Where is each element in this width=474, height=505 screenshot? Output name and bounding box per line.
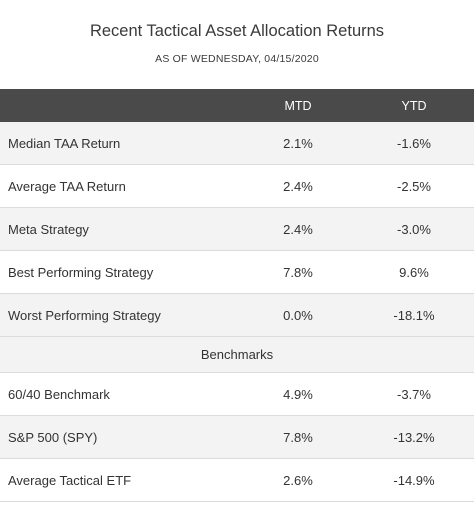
row-mtd-value: 2.4% <box>283 221 313 237</box>
table-title: Recent Tactical Asset Allocation Returns <box>89 22 385 40</box>
table-row: Meta Strategy 2.4% -3.0% <box>0 208 474 251</box>
row-label: Worst Performing Strategy <box>8 307 161 323</box>
table-row: Average Tactical ETF 2.6% -14.9% <box>0 459 474 502</box>
header-ytd: YTD <box>401 98 427 113</box>
table-row: Average TAA Return 2.4% -2.5% <box>0 165 474 208</box>
row-ytd-value: -2.5% <box>397 178 431 194</box>
row-label: Meta Strategy <box>8 221 89 237</box>
row-mtd-value: 4.9% <box>283 386 313 402</box>
row-label: 60/40 Benchmark <box>8 386 110 402</box>
table-row: Median TAA Return 2.1% -1.6% <box>0 122 474 165</box>
row-mtd-value: 7.8% <box>283 264 313 280</box>
benchmarks-section-header: Benchmarks <box>0 337 474 373</box>
table-row: S&P 500 (SPY) 7.8% -13.2% <box>0 416 474 459</box>
table-header-row: MTD YTD <box>0 89 474 122</box>
table-row: Worst Performing Strategy 0.0% -18.1% <box>0 294 474 337</box>
row-ytd-value: -3.0% <box>397 221 431 237</box>
row-mtd-value: 2.6% <box>283 472 313 488</box>
row-mtd-value: 2.1% <box>283 135 313 151</box>
section-label: Benchmarks <box>200 347 274 362</box>
header-mtd: MTD <box>284 98 312 113</box>
row-label: Average Tactical ETF <box>8 472 132 488</box>
row-mtd-value: 7.8% <box>283 429 313 445</box>
row-ytd-value: -18.1% <box>393 307 435 323</box>
row-label: Best Performing Strategy <box>8 264 154 280</box>
returns-table: MTD YTD Median TAA Return 2.1% -1.6% Ave… <box>0 89 474 502</box>
table-row: Best Performing Strategy 7.8% 9.6% <box>0 251 474 294</box>
row-ytd-value: -1.6% <box>397 135 431 151</box>
row-label: Median TAA Return <box>8 135 121 151</box>
row-label: Average TAA Return <box>8 178 126 194</box>
row-mtd-value: 0.0% <box>283 307 313 323</box>
row-ytd-value: -14.9% <box>393 472 435 488</box>
table-row: 60/40 Benchmark 4.9% -3.7% <box>0 373 474 416</box>
row-mtd-value: 2.4% <box>283 178 313 194</box>
row-ytd-value: -3.7% <box>397 386 431 402</box>
table-subtitle: AS OF WEDNESDAY, 04/15/2020 <box>155 53 319 65</box>
row-label: S&P 500 (SPY) <box>8 429 98 445</box>
row-ytd-value: -13.2% <box>393 429 435 445</box>
row-ytd-value: 9.6% <box>399 264 429 280</box>
